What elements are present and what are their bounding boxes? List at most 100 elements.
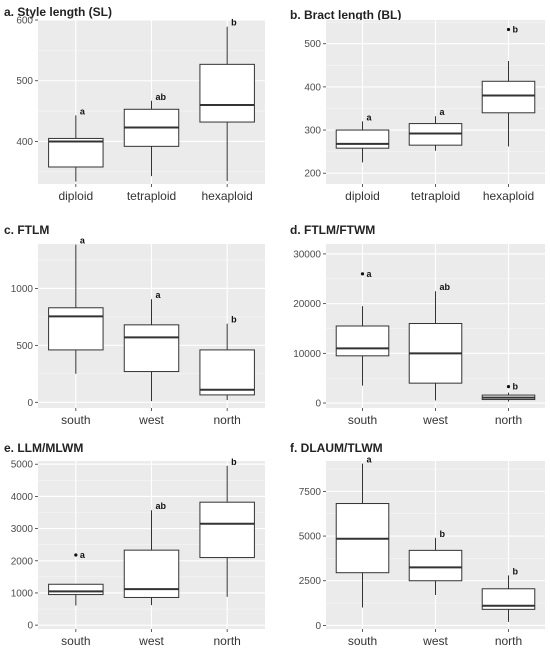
category-label: north	[213, 413, 240, 427]
panel-title: b. Bract length (BL)	[290, 8, 401, 22]
category-label: hexaploid	[483, 189, 534, 203]
significance-letter: a	[367, 269, 373, 279]
box-hexaploid: b	[199, 18, 255, 181]
category-label: north	[213, 634, 240, 648]
iqr-box	[199, 63, 255, 123]
category-label: north	[495, 413, 522, 427]
y-tick-label: 300	[304, 126, 321, 137]
box-south: a	[48, 236, 104, 374]
significance-letter: b	[231, 18, 237, 28]
y-tick-label: 0	[27, 398, 33, 409]
y-tick-label: 0	[315, 621, 321, 632]
panel-5: e. LLM/MLWM 0 1000 2000 3000 4000 5000 a south ab…	[4, 441, 265, 648]
iqr-box	[48, 137, 104, 168]
y-tick-label: 400	[16, 137, 33, 148]
box-tetraploid: ab	[123, 92, 180, 177]
panel-6: f. DLAUM/TLWM 0 2500 5000 7500 a south b west b no…	[290, 441, 545, 648]
outlier-point	[506, 385, 511, 389]
iqr-box	[123, 324, 180, 373]
box-north: b	[199, 315, 255, 401]
category-label: tetraploid	[127, 189, 176, 203]
y-tick-label: 500	[16, 341, 33, 352]
category-label: west	[138, 413, 164, 427]
y-tick-label: 2000	[11, 556, 34, 567]
y-tick-label: 0	[27, 621, 33, 632]
category-label: tetraploid	[411, 189, 460, 203]
y-tick-label: 7500	[299, 487, 322, 498]
significance-letter: a	[80, 106, 86, 116]
significance-letter: b	[440, 529, 446, 539]
y-tick-label: 30000	[293, 249, 321, 260]
significance-letter: b	[231, 315, 237, 325]
significance-letter: a	[80, 236, 86, 246]
category-label: south	[348, 413, 377, 427]
category-label: hexaploid	[201, 189, 252, 203]
significance-letter: ab	[440, 282, 451, 292]
y-tick-label: 1000	[11, 284, 34, 295]
y-tick-label: 400	[304, 82, 321, 93]
significance-letter: a	[367, 455, 373, 465]
y-tick-label: 500	[16, 76, 33, 87]
significance-letter: a	[367, 112, 373, 122]
category-label: south	[348, 634, 377, 648]
box-south: a	[335, 455, 390, 608]
significance-letter: ab	[156, 501, 167, 511]
panel-2: b. Bract length (BL) 200 300 400 500 a diploid…	[290, 8, 545, 203]
outlier-point	[506, 27, 511, 32]
y-tick-label: 500	[304, 39, 321, 50]
y-tick-label: 5000	[299, 532, 322, 543]
outlier-point	[360, 272, 365, 276]
y-tick-label: 20000	[293, 299, 321, 310]
box-tetraploid: a	[408, 107, 463, 151]
y-tick-label: 0	[315, 399, 321, 410]
box-diploid: a	[48, 106, 104, 182]
y-tick-label: 10000	[293, 349, 321, 360]
significance-letter: b	[513, 24, 519, 34]
box-west: b	[408, 529, 463, 596]
panel-title: e. LLM/MLWM	[4, 441, 83, 455]
iqr-box	[199, 349, 255, 396]
iqr-box	[335, 129, 390, 149]
y-tick-label: 1000	[11, 588, 34, 599]
category-label: north	[495, 634, 522, 648]
significance-letter: ab	[156, 92, 167, 102]
box-south: a	[48, 550, 104, 606]
box-west: ab	[408, 282, 463, 401]
significance-letter: a	[440, 107, 446, 117]
box-west: a	[123, 290, 180, 402]
iqr-box	[335, 325, 390, 357]
iqr-box	[123, 549, 180, 598]
category-label: south	[61, 413, 90, 427]
box-north: b	[199, 457, 255, 597]
box-north: b	[481, 382, 536, 402]
category-label: diploid	[58, 189, 93, 203]
significance-letter: b	[231, 457, 237, 467]
significance-letter: b	[513, 382, 519, 392]
y-tick-label: 4000	[11, 492, 34, 503]
y-tick-label: 5000	[11, 460, 34, 471]
category-label: west	[422, 634, 448, 648]
y-tick-label: 600	[16, 16, 33, 27]
category-label: south	[61, 634, 90, 648]
iqr-box	[48, 307, 104, 351]
y-tick-label: 2500	[299, 576, 322, 587]
iqr-box	[199, 501, 255, 559]
significance-letter: a	[80, 550, 86, 560]
panel-title: c. FTLM	[4, 223, 49, 237]
category-label: west	[138, 634, 164, 648]
iqr-box	[48, 583, 104, 596]
box-diploid: a	[335, 112, 390, 163]
category-label: west	[422, 413, 448, 427]
box-hexaploid: b	[481, 24, 536, 147]
panel-title: d. FTLM/FTWM	[290, 223, 375, 237]
panel-4: d. FTLM/FTWM 0 10000 20000 30000 a south ab west…	[290, 223, 545, 427]
significance-letter: b	[513, 566, 519, 576]
y-tick-label: 200	[304, 169, 321, 180]
box-north: b	[481, 566, 536, 622]
panel-3: c. FTLM 0 500 1000 a south a west b north	[4, 223, 265, 427]
iqr-box	[481, 80, 536, 114]
y-tick-label: 3000	[11, 524, 34, 535]
category-label: diploid	[345, 189, 380, 203]
iqr-box	[408, 549, 463, 582]
